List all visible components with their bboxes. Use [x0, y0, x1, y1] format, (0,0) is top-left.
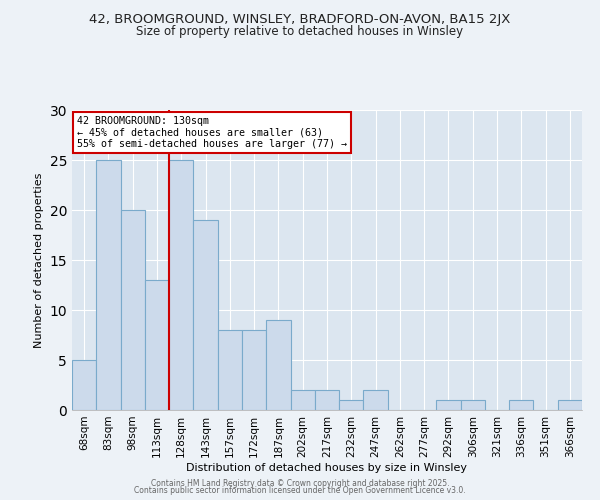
Bar [290, 390, 315, 410]
Bar [339, 400, 364, 410]
Bar [558, 400, 582, 410]
Bar [242, 330, 266, 410]
Bar [436, 400, 461, 410]
Bar [72, 360, 96, 410]
Text: Size of property relative to detached houses in Winsley: Size of property relative to detached ho… [136, 25, 464, 38]
Text: Contains HM Land Registry data © Crown copyright and database right 2025.: Contains HM Land Registry data © Crown c… [151, 478, 449, 488]
Bar [218, 330, 242, 410]
Bar [364, 390, 388, 410]
Bar [121, 210, 145, 410]
Bar [509, 400, 533, 410]
Bar [266, 320, 290, 410]
Bar [145, 280, 169, 410]
Bar [461, 400, 485, 410]
Text: Contains public sector information licensed under the Open Government Licence v3: Contains public sector information licen… [134, 486, 466, 495]
Bar [193, 220, 218, 410]
Bar [169, 160, 193, 410]
Text: 42, BROOMGROUND, WINSLEY, BRADFORD-ON-AVON, BA15 2JX: 42, BROOMGROUND, WINSLEY, BRADFORD-ON-AV… [89, 12, 511, 26]
Bar [96, 160, 121, 410]
X-axis label: Distribution of detached houses by size in Winsley: Distribution of detached houses by size … [187, 462, 467, 472]
Text: 42 BROOMGROUND: 130sqm
← 45% of detached houses are smaller (63)
55% of semi-det: 42 BROOMGROUND: 130sqm ← 45% of detached… [77, 116, 347, 149]
Y-axis label: Number of detached properties: Number of detached properties [34, 172, 44, 348]
Bar [315, 390, 339, 410]
